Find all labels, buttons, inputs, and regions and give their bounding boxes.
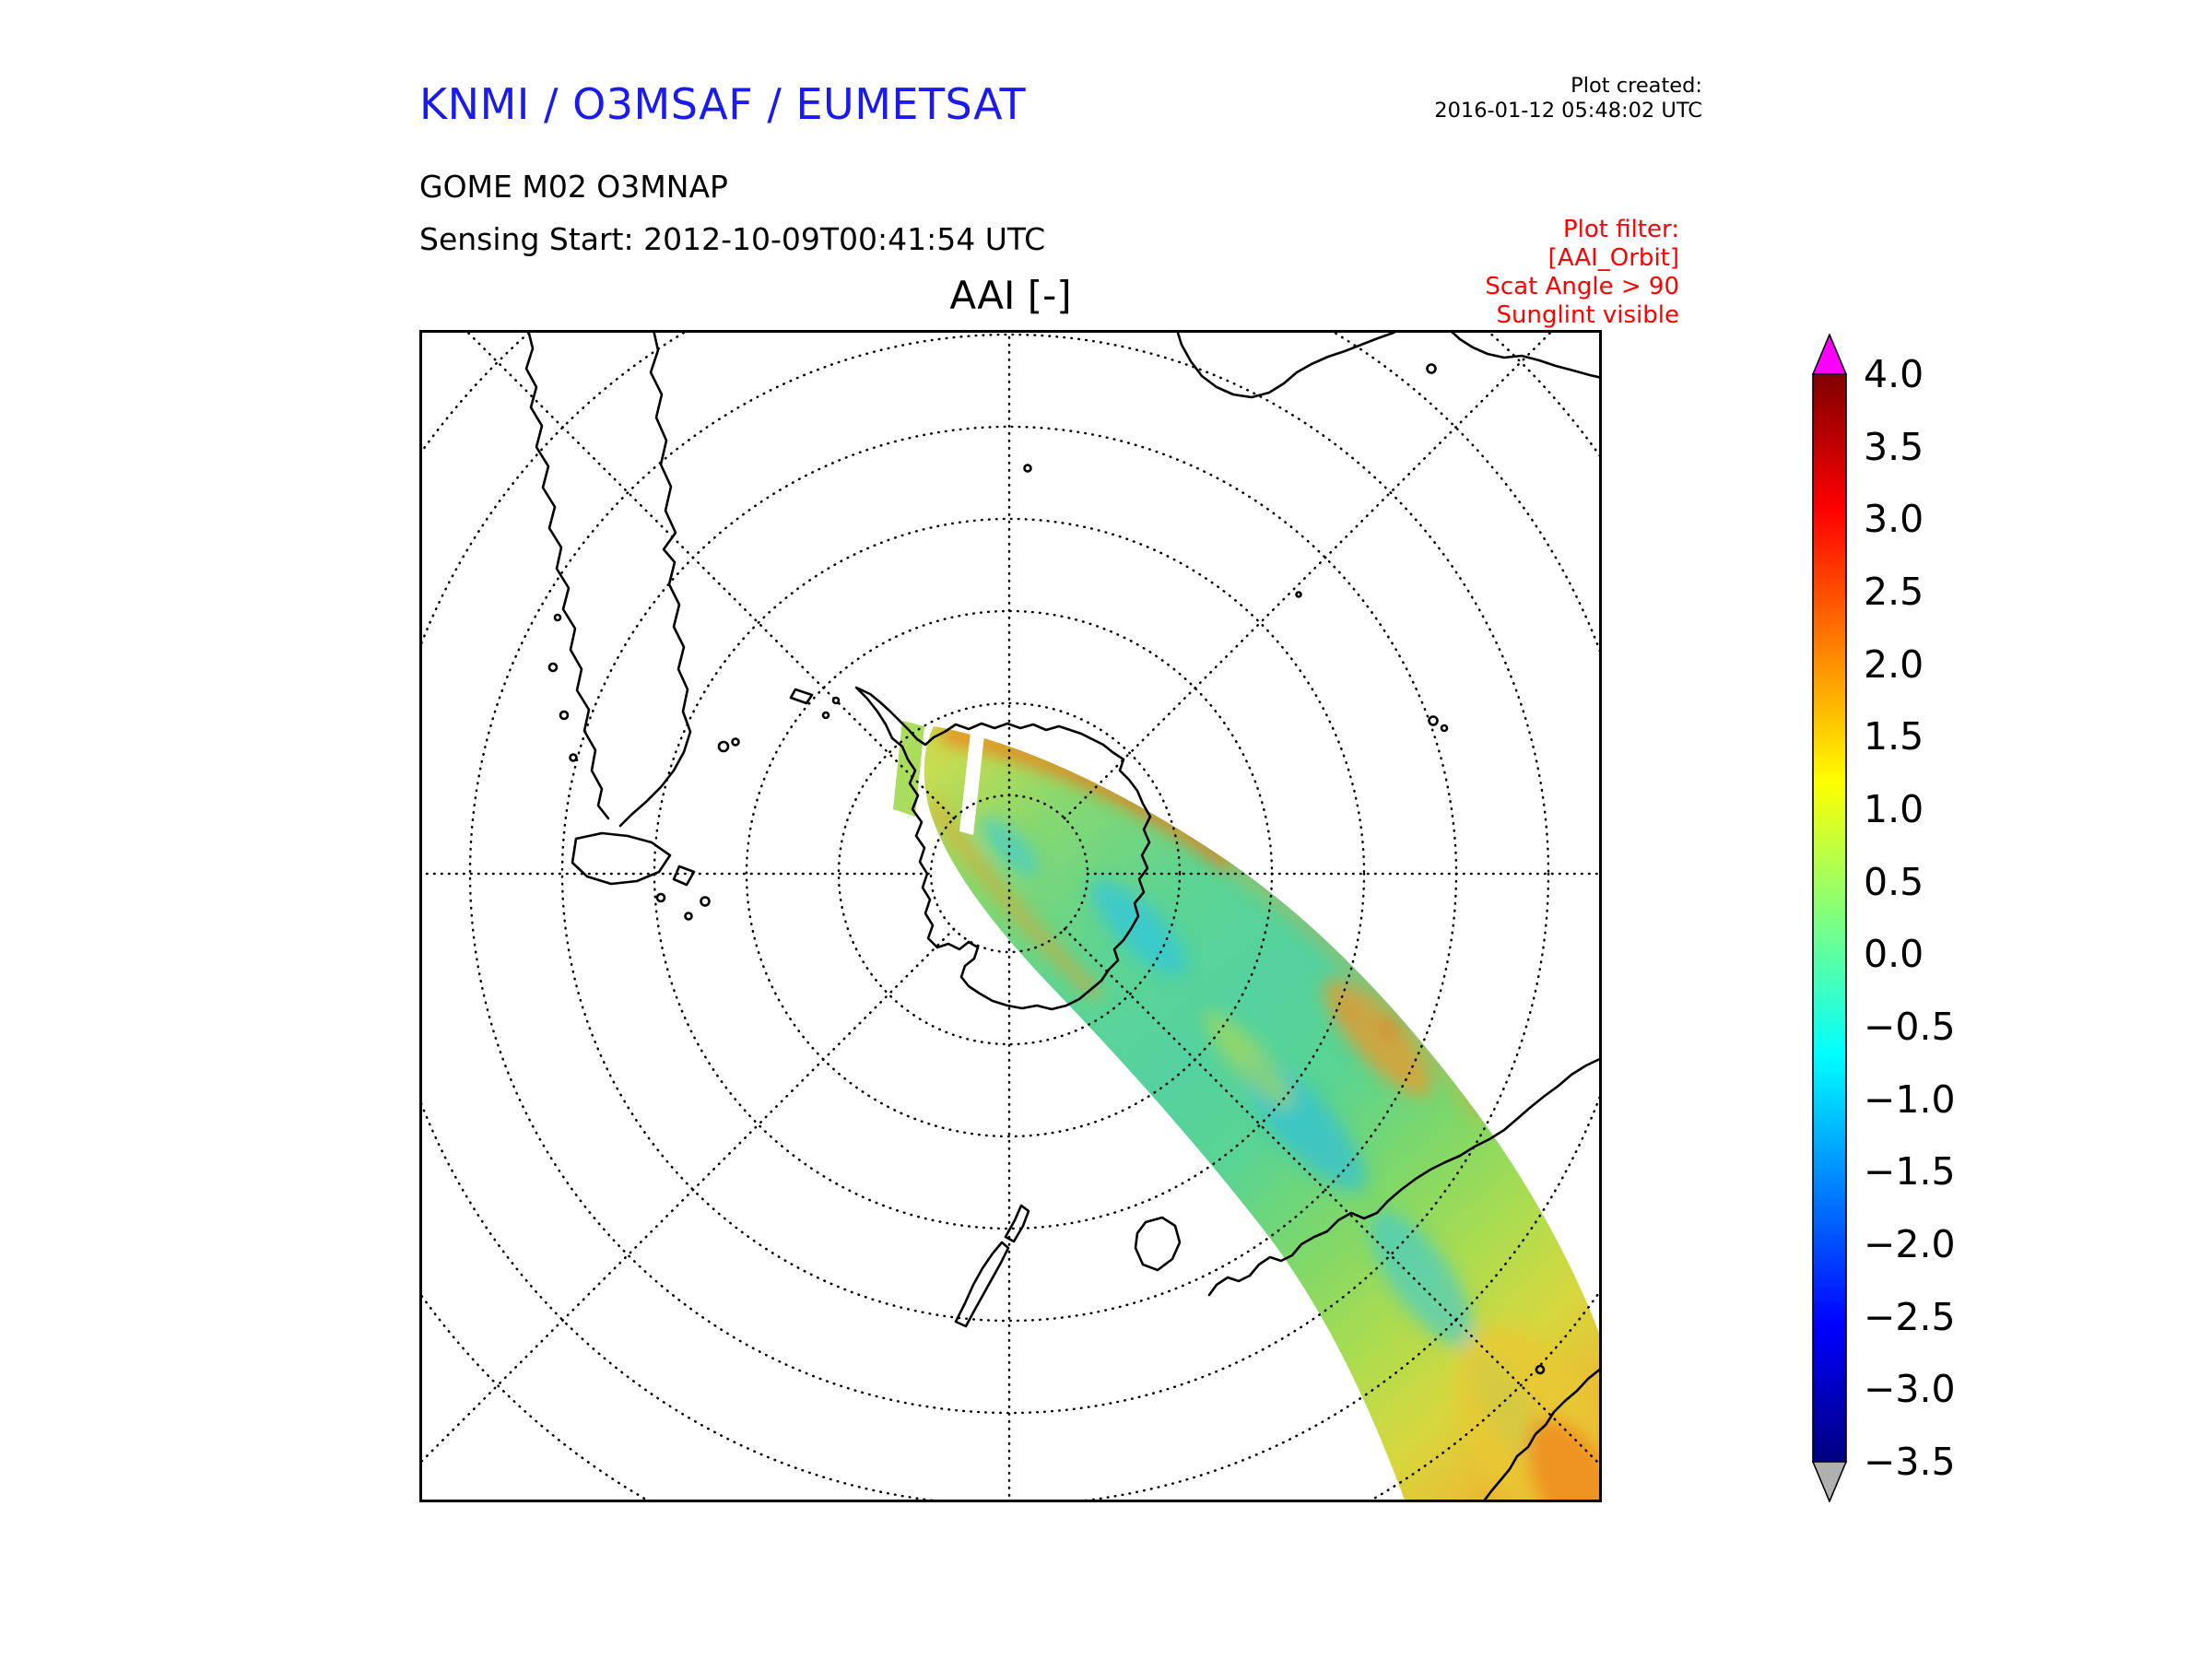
island-kerguelen	[1440, 724, 1449, 733]
coastline-new-zealand-north	[1004, 1204, 1030, 1243]
meridian-line	[464, 330, 956, 820]
plot-title: AAI [-]	[949, 273, 1072, 318]
island-south-georgia	[789, 688, 814, 705]
colorbar-labels: 4.0 3.5 3.0 2.5 2.0 1.5 1.0 0.5 0.0 −0.5 −1.0 −1.5 −…	[1864, 352, 2048, 1484]
meridian-line	[1063, 330, 1555, 820]
colorbar-tick-label: −2.5	[1864, 1294, 1956, 1339]
colorbar-over-arrow	[1812, 334, 1848, 375]
colorbar-tick-label: −1.0	[1864, 1077, 1956, 1122]
coastline-antarctica	[854, 686, 1152, 1011]
coastlines	[524, 330, 1602, 1502]
plot-created-value: 2016-01-12 05:48:02 UTC	[1434, 99, 1702, 123]
plot-created-label: Plot created:	[1571, 74, 1702, 98]
colorbar-tick-label: 0.0	[1864, 932, 1924, 977]
coastline-tasmania	[1134, 1216, 1182, 1272]
island	[547, 662, 559, 673]
island	[672, 865, 696, 887]
org-title: KNMI / O3MSAF / EUMETSAT	[419, 79, 1027, 129]
coastline-africa-tip	[1175, 330, 1400, 399]
colorbar-tick-label: 1.0	[1864, 787, 1924, 831]
coastline-tierra-del-fuego	[571, 831, 672, 886]
colorbar-tick-label: 2.0	[1864, 641, 1924, 687]
island	[1535, 1364, 1546, 1375]
island-falklands	[717, 740, 730, 753]
colorbar-tick-label: 2.5	[1864, 570, 1924, 614]
colorbar-tick-label: 3.5	[1864, 424, 1924, 469]
meridian-line	[419, 927, 956, 1465]
swath-sliver	[893, 721, 924, 817]
graticule	[419, 330, 1602, 1502]
plot-filter-line: Plot filter:	[1562, 216, 1679, 243]
island	[700, 896, 711, 907]
plot-filter-block: Plot filter: [AAI_Orbit] Scat Angle > 90…	[1485, 216, 1679, 330]
map-border	[419, 330, 1602, 1502]
sensing-start: Sensing Start: 2012-10-09T00:41:54 UTC	[419, 221, 1046, 257]
plot-filter-line: [AAI_Orbit]	[1547, 244, 1679, 272]
colorbar-tick-label: 0.5	[1864, 859, 1924, 904]
island	[559, 710, 570, 721]
colorbar-tick-label: −3.5	[1864, 1440, 1956, 1484]
island	[684, 912, 693, 921]
island-falklands	[731, 737, 740, 747]
island	[655, 892, 666, 903]
colorbar-tick-label: −3.0	[1864, 1367, 1956, 1412]
plot-filter-line: Scat Angle > 90	[1485, 273, 1679, 300]
plot-filter-line: Sunglint visible	[1496, 301, 1679, 329]
island	[831, 696, 841, 705]
colorbar-tick-label: 3.0	[1864, 497, 1924, 542]
island	[821, 711, 830, 720]
coastline-south-america-east	[618, 330, 692, 828]
island-kerguelen	[1428, 715, 1439, 726]
plot-created-block: Plot created: 2016-01-12 05:48:02 UTC	[1434, 74, 1702, 124]
colorbar-tick-label: −0.5	[1864, 1005, 1956, 1049]
colorbar-tick-label: −1.5	[1864, 1149, 1956, 1194]
colorbar-tick-label: −2.0	[1864, 1222, 1956, 1266]
coastline-africa-east	[1448, 330, 1602, 380]
map-canvas	[419, 330, 1602, 1502]
island-bouvet	[1023, 464, 1032, 473]
coastline-australia-south	[1207, 1056, 1602, 1297]
island	[569, 753, 578, 762]
meridian-lines	[419, 330, 1602, 1502]
colorbar-under-arrow	[1812, 1461, 1848, 1502]
latitude-circle	[837, 701, 1182, 1046]
meridian-line	[1063, 927, 1602, 1468]
island-crozet	[1295, 591, 1302, 598]
coastline-south-america-west	[524, 330, 610, 820]
coastline-new-zealand-south	[954, 1241, 1010, 1328]
island	[553, 613, 562, 622]
colorbar-tick-label: 1.5	[1864, 714, 1924, 759]
island	[1426, 363, 1437, 374]
swath-data-gap	[959, 732, 984, 835]
colorbar: 4.0 3.5 3.0 2.5 2.0 1.5 1.0 0.5 0.0 −0.5 −1.0 −1.5 −…	[1812, 334, 2052, 1502]
coastline-australia-corner	[1481, 1366, 1602, 1502]
product-name: GOME M02 O3MNAP	[419, 169, 728, 205]
colorbar-gradient-bar	[1812, 373, 1847, 1463]
colorbar-tick-label: 4.0	[1864, 352, 1924, 396]
